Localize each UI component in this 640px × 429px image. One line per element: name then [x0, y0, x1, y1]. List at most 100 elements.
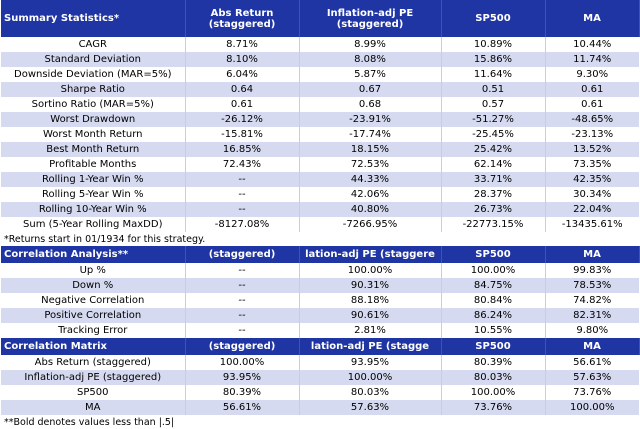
correlation-analysis-row: Positive Correlation -- 90.61% 86.24% 82.31%: [1, 308, 639, 323]
correlation-analysis-row-label: Down %: [1, 278, 186, 293]
summary-statistics-header-cell: Abs Return (staggered): [185, 0, 300, 37]
summary-statistics-cell: -48.65%: [545, 112, 639, 127]
summary-statistics-cell: 0.51: [441, 82, 546, 97]
correlation-analysis-cell: 88.18%: [299, 293, 442, 308]
summary-statistics-cell: 0.67: [299, 82, 442, 97]
correlation-analysis-cell: 10.55%: [441, 323, 546, 338]
summary-statistics-row: Rolling 1-Year Win % -- 44.33% 33.71% 42.35%: [1, 172, 639, 187]
summary-statistics-cell: 11.64%: [441, 67, 546, 82]
summary-statistics-row: Standard Deviation 8.10% 8.08% 15.86% 11.74%: [1, 52, 639, 67]
correlation-analysis-row: Negative Correlation -- 88.18% 80.84% 74.82%: [1, 293, 639, 308]
summary-statistics-cell: -23.91%: [299, 112, 442, 127]
correlation-matrix-header-cell: (staggered): [185, 338, 300, 355]
correlation-analysis-cell: 100.00%: [299, 263, 442, 278]
summary-statistics-cell: 72.53%: [299, 157, 442, 172]
correlation-matrix-cell: 100.00%: [441, 385, 546, 400]
correlation-analysis-cell: 2.81%: [299, 323, 442, 338]
correlation-analysis-cell: 9.80%: [545, 323, 639, 338]
summary-statistics-cell: 28.37%: [441, 187, 546, 202]
correlation-analysis-cell: 100.00%: [441, 263, 546, 278]
summary-statistics-cell: 16.85%: [185, 142, 300, 157]
correlation-analysis-row-label: Tracking Error: [1, 323, 186, 338]
summary-statistics-cell: 11.74%: [545, 52, 639, 67]
correlation-analysis-cell: 82.31%: [545, 308, 639, 323]
summary-statistics-cell: 15.86%: [441, 52, 546, 67]
correlation-analysis-cell: --: [185, 323, 300, 338]
summary-statistics-row-label: Profitable Months: [1, 157, 186, 172]
summary-statistics-header-cell: Summary Statistics*: [1, 0, 186, 37]
correlation-matrix-header-cell: SP500: [441, 338, 546, 355]
summary-statistics-row: Sum (5-Year Rolling MaxDD) -8127.08% -7266…: [1, 217, 639, 232]
summary-statistics-row: Sortino Ratio (MAR=5%) 0.61 0.68 0.57 0.61: [1, 97, 639, 112]
summary-statistics-cell: -8127.08%: [185, 217, 300, 232]
summary-statistics-row-label: Worst Month Return: [1, 127, 186, 142]
summary-statistics-row: Profitable Months 72.43% 72.53% 62.14% 73.35…: [1, 157, 639, 172]
summary-statistics-cell: 8.99%: [299, 37, 442, 52]
correlation-matrix-cell: 57.63%: [299, 400, 442, 415]
correlation-matrix-cell: 73.76%: [441, 400, 546, 415]
correlation-matrix-row: MA 56.61% 57.63% 73.76% 100.00%: [1, 400, 639, 415]
summary-statistics-row: Best Month Return 16.85% 18.15% 25.42% 13.52…: [1, 142, 639, 157]
correlation-analysis-cell: 84.75%: [441, 278, 546, 293]
correlation-matrix-header-cell: lation-adj PE (stagge: [299, 338, 442, 355]
summary-statistics-row: Rolling 5-Year Win % -- 42.06% 28.37% 30.34%: [1, 187, 639, 202]
summary-statistics-row: Worst Month Return -15.81% -17.74% -25.45% -…: [1, 127, 639, 142]
summary-statistics-row-label: Standard Deviation: [1, 52, 186, 67]
summary-statistics-cell: 8.71%: [185, 37, 300, 52]
summary-statistics-row: Downside Deviation (MAR=5%) 6.04% 5.87% 11.…: [1, 67, 639, 82]
summary-statistics-cell: 25.42%: [441, 142, 546, 157]
summary-statistics-cell: 42.35%: [545, 172, 639, 187]
summary-statistics-cell: -22773.15%: [441, 217, 546, 232]
summary-statistics-header-cell: SP500: [441, 0, 546, 37]
summary-statistics-row-label: Sortino Ratio (MAR=5%): [1, 97, 186, 112]
correlation-matrix-cell: 100.00%: [299, 370, 442, 385]
correlation-matrix-cell: 56.61%: [545, 355, 639, 370]
summary-statistics-cell: 33.71%: [441, 172, 546, 187]
summary-statistics-header-cell: Inflation-adj PE (staggered): [299, 0, 442, 37]
correlation-matrix-header-cell: MA: [545, 338, 640, 355]
summary-statistics-row: Worst Drawdown -26.12% -23.91% -51.27% -48.6…: [1, 112, 639, 127]
summary-statistics-footnote: *Returns start in 01/1934 for this strat…: [1, 232, 639, 246]
correlation-analysis-cell: --: [185, 308, 300, 323]
correlation-matrix-footnote: **Bold denotes values less than |.5|: [1, 415, 639, 429]
summary-statistics-row: Sharpe Ratio 0.64 0.67 0.51 0.61: [1, 82, 639, 97]
summary-statistics-cell: --: [185, 172, 300, 187]
summary-statistics-cell: 0.61: [545, 97, 639, 112]
summary-statistics-cell: 44.33%: [299, 172, 442, 187]
correlation-matrix-row-label: MA: [1, 400, 186, 415]
summary-statistics-row-label: Sum (5-Year Rolling MaxDD): [1, 217, 186, 232]
correlation-matrix-note-row: **Bold denotes values less than |.5|: [1, 415, 639, 429]
correlation-matrix-cell: 73.76%: [545, 385, 639, 400]
summary-statistics-cell: -25.45%: [441, 127, 546, 142]
summary-statistics-cell: 73.35%: [545, 157, 639, 172]
correlation-matrix-cell: 80.39%: [185, 385, 300, 400]
summary-statistics-cell: 8.08%: [299, 52, 442, 67]
summary-statistics-note-row: *Returns start in 01/1934 for this strat…: [1, 232, 639, 246]
summary-statistics-cell: 26.73%: [441, 202, 546, 217]
correlation-matrix-header-row: Correlation Matrix (staggered) lation-adj …: [1, 338, 640, 355]
summary-statistics-row-label: CAGR: [1, 37, 186, 52]
correlation-matrix-row: Inflation-adj PE (staggered) 93.95% 100.00…: [1, 370, 639, 385]
correlation-analysis-row-label: Up %: [1, 263, 186, 278]
summary-statistics-cell: 8.10%: [185, 52, 300, 67]
summary-statistics-row-label: Best Month Return: [1, 142, 186, 157]
correlation-analysis-cell: 78.53%: [545, 278, 639, 293]
summary-statistics-cell: 0.61: [185, 97, 300, 112]
correlation-analysis-cell: 80.84%: [441, 293, 546, 308]
correlation-analysis-cell: --: [185, 263, 300, 278]
summary-statistics-cell: 62.14%: [441, 157, 546, 172]
correlation-analysis-cell: 86.24%: [441, 308, 546, 323]
summary-statistics-cell: 9.30%: [545, 67, 639, 82]
summary-statistics-cell: 10.89%: [441, 37, 546, 52]
correlation-analysis-cell: 74.82%: [545, 293, 639, 308]
summary-statistics-cell: 42.06%: [299, 187, 442, 202]
correlation-analysis-header-cell: lation-adj PE (staggere: [299, 246, 442, 263]
summary-statistics-row-label: Worst Drawdown: [1, 112, 186, 127]
summary-statistics-cell: 40.80%: [299, 202, 442, 217]
summary-statistics-cell: -23.13%: [545, 127, 639, 142]
correlation-analysis-row: Up % -- 100.00% 100.00% 99.83%: [1, 263, 639, 278]
summary-statistics-cell: 30.34%: [545, 187, 639, 202]
summary-statistics-cell: 0.61: [545, 82, 639, 97]
